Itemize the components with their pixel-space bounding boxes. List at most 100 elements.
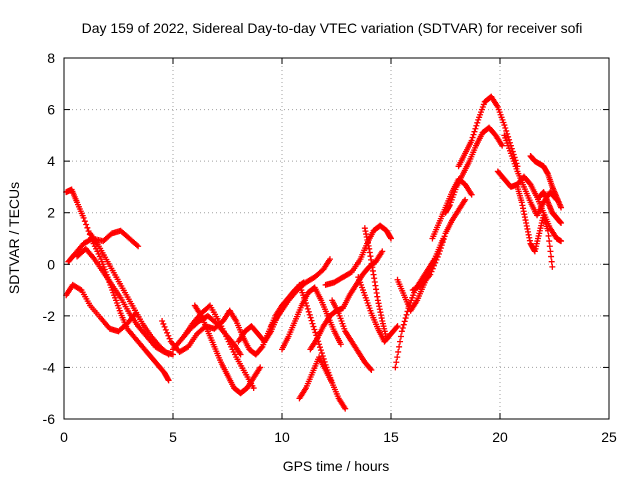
data-point: [326, 256, 333, 263]
data-point: [404, 308, 411, 315]
data-point: [165, 351, 172, 358]
data-point: [316, 344, 323, 351]
data-point: [441, 233, 448, 240]
grid-lines: [64, 58, 609, 419]
data-point: [161, 323, 168, 330]
data-point: [257, 364, 264, 371]
data-point: [81, 218, 88, 225]
data-point: [440, 236, 447, 243]
data-point: [462, 196, 469, 203]
data-point: [165, 377, 172, 384]
data-point: [398, 328, 405, 335]
data-point: [393, 324, 400, 331]
series-s18: [329, 297, 375, 374]
data-point: [160, 320, 167, 327]
series-s30: [527, 152, 565, 211]
data-point: [428, 268, 435, 275]
data-point: [368, 367, 375, 374]
data-point: [306, 311, 313, 318]
data-point: [546, 243, 553, 250]
data-point: [429, 265, 436, 272]
series-s20: [361, 225, 390, 343]
data-point: [258, 344, 265, 351]
y-tick-labels: -6 -4 -2 0 2 4 6 8: [43, 50, 56, 427]
data-point: [310, 323, 317, 330]
data-point: [399, 325, 406, 332]
x-tick-label: 25: [601, 429, 617, 445]
data-point: [400, 321, 407, 328]
data-point: [402, 315, 409, 322]
data-points: [63, 93, 565, 412]
data-point: [501, 122, 508, 129]
y-tick-label: 0: [47, 256, 55, 272]
data-point: [395, 348, 402, 355]
y-tick-label: 2: [47, 205, 55, 221]
data-point: [80, 214, 87, 221]
data-point: [430, 262, 437, 269]
data-point: [164, 329, 171, 336]
series-s1: [63, 186, 172, 384]
data-point: [544, 227, 551, 234]
series-s29: [514, 183, 556, 270]
data-point: [549, 263, 556, 270]
data-point: [337, 341, 344, 348]
data-point: [506, 136, 513, 143]
y-tick-label: -2: [43, 308, 56, 324]
data-point: [303, 302, 310, 309]
data-point: [394, 323, 401, 330]
data-point: [468, 137, 475, 144]
x-tick-label: 0: [60, 429, 68, 445]
data-point: [471, 128, 478, 135]
data-point: [367, 365, 374, 372]
series-s2: [63, 281, 139, 335]
data-point: [435, 250, 442, 257]
series-s27: [494, 168, 565, 245]
data-point: [548, 253, 555, 260]
data-point: [503, 127, 510, 134]
y-tick-label: 6: [47, 102, 55, 118]
series-s25: [442, 124, 506, 216]
data-point: [309, 320, 316, 327]
data-point: [473, 122, 480, 129]
data-point: [302, 299, 309, 306]
data-point: [439, 239, 446, 246]
data-point: [434, 253, 441, 260]
x-tick-label: 10: [274, 429, 290, 445]
data-point: [432, 259, 439, 266]
data-point: [250, 385, 257, 392]
data-point: [135, 243, 142, 250]
data-point: [469, 134, 476, 141]
data-point: [397, 338, 404, 345]
axis-ticks: [63, 57, 610, 420]
series-s31: [536, 189, 565, 227]
x-tick-label: 5: [169, 429, 177, 445]
series-s5: [87, 230, 172, 358]
data-point: [433, 256, 440, 263]
data-point: [427, 271, 434, 278]
data-point: [470, 131, 477, 138]
y-axis-label: SDTVAR / TECUs: [6, 182, 22, 294]
series-s17: [322, 222, 394, 288]
data-point: [505, 133, 512, 140]
data-point: [133, 242, 140, 249]
series-s3: [65, 227, 142, 265]
data-point: [162, 326, 169, 333]
x-tick-labels: 0 5 10 15 20 25: [60, 429, 617, 445]
data-point: [165, 332, 172, 339]
data-point: [84, 224, 91, 231]
data-point: [304, 305, 311, 312]
data-point: [397, 333, 404, 340]
series-s21: [394, 235, 447, 314]
chart-title: Day 159 of 2022, Sidereal Day-to-day VTE…: [82, 20, 583, 36]
data-point: [392, 364, 399, 371]
data-point: [305, 308, 312, 315]
data-point: [547, 248, 554, 255]
data-point: [312, 329, 319, 336]
data-point: [342, 405, 349, 412]
data-point: [394, 354, 401, 361]
series-s15: [296, 354, 336, 402]
data-point: [388, 235, 394, 242]
data-point: [311, 326, 318, 333]
data-point: [558, 238, 565, 245]
